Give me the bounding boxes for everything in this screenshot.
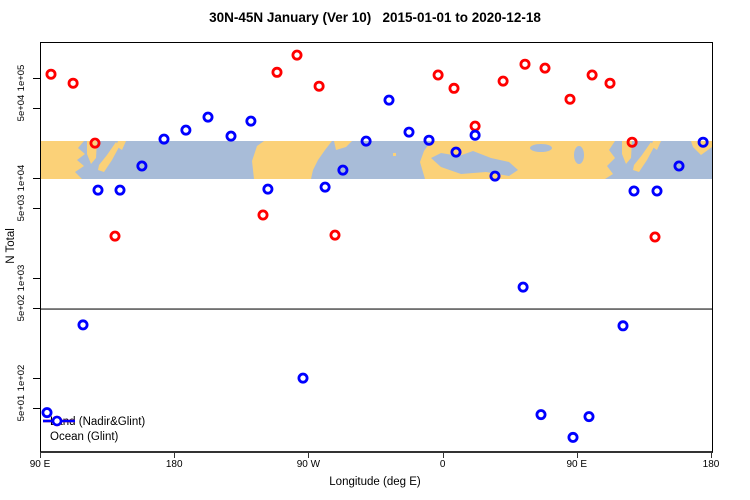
y-tick-mark [33,178,40,180]
ocean-point [136,160,148,172]
ocean-point [535,409,547,421]
land-point [448,82,460,94]
x-tick-mark [308,452,310,458]
land-point [497,75,509,87]
ocean-point [297,372,309,384]
ocean-point [583,411,595,423]
x-tick-mark [442,452,444,458]
x-tick-label: 180 [702,459,720,470]
land-point [89,137,101,149]
y-axis-title: N Total [5,228,17,264]
land-point [109,230,121,242]
ocean-point [517,281,529,293]
legend-ocean-circle-icon [51,415,63,427]
ocean-point [403,126,415,138]
land-point [564,93,576,105]
land-point [519,58,531,70]
ocean-point [180,124,192,136]
ocean-point [628,185,640,197]
map-inland-seas [431,144,584,176]
y-tick-mark [33,308,40,310]
ocean-point [319,181,331,193]
ocean-point [337,164,349,176]
legend-item-ocean: Ocean (Glint) [42,415,145,444]
ocean-point [567,431,579,443]
x-tick-label: 90 E [566,459,588,470]
plot-canvas [41,49,712,443]
y-tick-mark [33,208,40,210]
land-point [257,209,269,221]
legend: Land (Nadir&Glint) Ocean (Glint) [42,414,145,444]
ocean-point [262,183,274,195]
land-point [329,229,341,241]
legend-ocean-label: Ocean (Glint) [50,430,119,443]
ocean-point [114,184,126,196]
ocean-point [77,319,89,331]
ocean-point [489,170,501,182]
y-tick-label: 5e+01 [16,394,27,422]
ocean-point [423,134,435,146]
ocean-point [41,407,53,419]
y-tick-mark [33,108,40,110]
land-point [67,77,79,89]
ocean-point [469,129,481,141]
ocean-point [617,320,629,332]
ocean-point [673,160,685,172]
x-tick-label: 90 W [296,459,321,470]
ocean-point [92,184,104,196]
legend-ocean-symbol [43,415,75,427]
ocean-point [360,135,372,147]
ocean-point [651,185,663,197]
ocean-point [225,130,237,142]
ocean-point [450,146,462,158]
ocean-point [383,94,395,106]
x-tick-mark [711,452,712,458]
land-point [604,77,616,89]
land-point [291,49,303,61]
land-point [469,120,481,132]
plot-area: Land (Nadir&Glint) Ocean (Glint) [40,42,713,453]
y-tick-mark [33,377,40,379]
y-tick-mark [33,408,40,409]
x-tick-mark [174,452,176,458]
y-tick-label: 5e+04 [16,94,27,122]
land-point [432,69,444,81]
x-tick-mark [576,452,578,458]
y-tick-mark [33,78,40,80]
chart-title: 30N-45N January (Ver 10) 2015-01-01 to 2… [209,10,541,25]
x-tick-label: 90 E [29,459,51,470]
land-point [586,69,598,81]
land-point [649,231,661,243]
land-point [45,68,57,80]
ocean-point [697,136,709,148]
x-tick-mark [40,452,41,458]
land-point [539,62,551,74]
x-tick-label: 180 [165,459,183,470]
x-axis-title: Longitude (deg E) [329,476,421,488]
ocean-point [202,111,214,123]
land-point [313,80,325,92]
ocean-point [245,115,257,127]
map-land [41,141,712,179]
land-point [271,66,283,78]
y-tick-mark [33,278,40,279]
land-point [626,136,638,148]
y-tick-label: 5e+02 [16,294,27,322]
x-tick-label: 0 [439,459,446,470]
data-points [41,49,709,443]
ocean-point [158,133,170,145]
world-map-band [41,141,712,179]
